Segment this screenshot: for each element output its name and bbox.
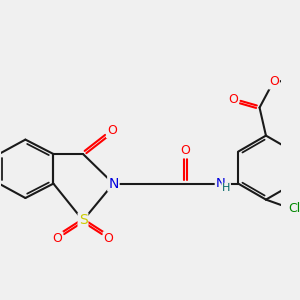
Text: N: N	[108, 177, 118, 190]
Text: O: O	[104, 232, 113, 245]
Text: N: N	[216, 177, 226, 190]
Text: Cl: Cl	[289, 202, 300, 215]
Text: O: O	[52, 232, 62, 245]
Text: O: O	[107, 124, 117, 137]
Text: O: O	[181, 144, 190, 157]
Text: O: O	[269, 76, 279, 88]
Text: O: O	[228, 93, 238, 106]
Text: H: H	[222, 183, 230, 194]
Text: S: S	[79, 213, 87, 227]
